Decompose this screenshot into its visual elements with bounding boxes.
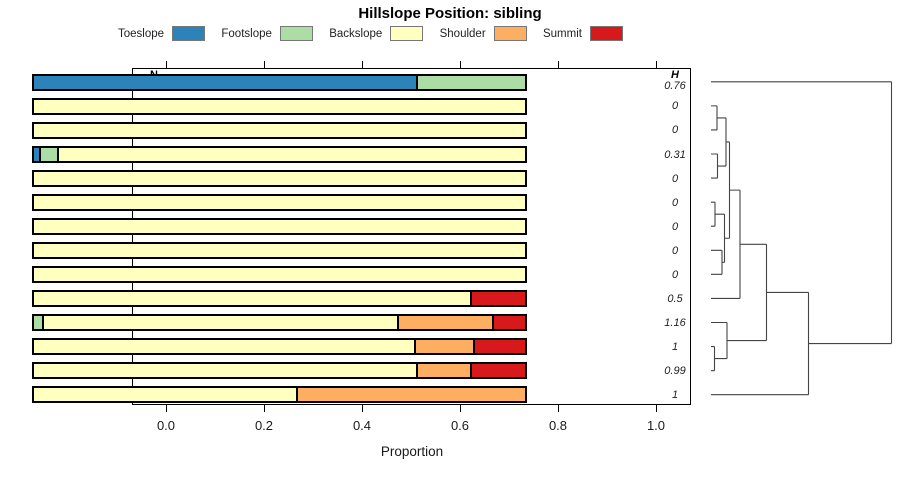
x-tick-label: 0.2	[254, 418, 274, 433]
x-tick-top	[460, 61, 461, 68]
legend-item: Toeslope	[118, 26, 206, 41]
x-tick-label: 0.4	[352, 418, 372, 433]
bar-segment-backslope	[34, 388, 296, 402]
bar-row	[32, 145, 527, 163]
bar-segment-backslope	[57, 147, 525, 161]
bar-segment-backslope	[34, 268, 525, 282]
bar-segment-shoulder	[295, 388, 525, 402]
bar-segment-backslope	[34, 364, 416, 378]
bar-row	[32, 314, 527, 332]
legend-label: Footslope	[221, 27, 272, 40]
h-value: 1.16	[664, 317, 686, 329]
x-tick-top	[362, 61, 363, 68]
x-tick-label: 0.8	[548, 418, 568, 433]
bar-segment-summit	[470, 292, 525, 306]
legend-label: Shoulder	[439, 27, 486, 40]
h-value: 0	[671, 220, 679, 233]
bar-segment-shoulder	[397, 316, 493, 330]
bar-segment-footslope	[34, 316, 43, 330]
h-value: 0	[671, 100, 679, 113]
bar-segment-footslope	[415, 75, 525, 89]
h-column-header: H	[671, 69, 679, 81]
bar-row	[32, 73, 527, 91]
h-value: 0.5	[667, 292, 683, 305]
x-axis-title: Proportion	[380, 444, 444, 459]
bar-row	[32, 97, 527, 115]
bar-row	[32, 217, 527, 235]
bar-segment-backslope	[34, 99, 525, 113]
x-tick-bottom	[264, 405, 265, 412]
x-tick-top	[656, 61, 657, 68]
x-tick-label: 0.6	[450, 418, 470, 433]
bar-row	[32, 386, 527, 404]
bar-row	[32, 290, 527, 308]
h-value: 0	[671, 244, 679, 257]
h-value: 0.99	[664, 365, 686, 378]
legend-swatch	[279, 26, 313, 41]
x-tick-bottom	[656, 405, 657, 412]
figure-title: Hillslope Position: sibling	[358, 5, 542, 22]
legend-item: Summit	[543, 26, 623, 41]
bar-segment-backslope	[34, 292, 471, 306]
dendrogram-lines	[711, 81, 893, 396]
bar-row	[32, 241, 527, 259]
legend-label: Backslope	[329, 27, 383, 40]
bar-segment-backslope	[42, 316, 398, 330]
legend-item: Footslope	[221, 26, 313, 41]
bar-segment-backslope	[34, 340, 414, 354]
bar-row	[32, 362, 527, 380]
bar-segment-backslope	[34, 195, 525, 209]
legend-swatch	[493, 26, 527, 41]
h-value: 0	[671, 172, 679, 185]
plot-box	[132, 68, 691, 405]
bar-segment-toeslope	[34, 75, 416, 89]
x-tick-top	[264, 61, 265, 68]
bar-row	[32, 193, 527, 211]
legend: Toeslope Footslope Backslope Shoulder Summit	[118, 26, 623, 41]
bar-segment-backslope	[34, 219, 525, 233]
legend-swatch	[172, 26, 206, 41]
h-value: 0	[671, 268, 679, 281]
legend-label: Summit	[542, 27, 582, 40]
h-value: 1	[671, 341, 679, 354]
legend-swatch	[390, 26, 424, 41]
bar-segment-summit	[470, 364, 525, 378]
h-value: 0.31	[664, 148, 686, 161]
h-value: 0.76	[664, 80, 686, 92]
h-value: 0	[671, 196, 679, 209]
bar-row	[32, 266, 527, 284]
bar-row	[32, 338, 527, 356]
legend-label: Toeslope	[118, 27, 165, 40]
bar-segment-summit	[472, 340, 525, 354]
x-tick-top	[166, 61, 167, 68]
bar-segment-backslope	[34, 243, 525, 257]
bar-segment-summit	[492, 316, 525, 330]
x-tick-bottom	[362, 405, 363, 412]
h-value: 0	[671, 124, 679, 137]
x-tick-bottom	[558, 405, 559, 412]
h-value: 1	[671, 389, 679, 402]
bar-segment-toeslope	[34, 147, 39, 161]
x-tick-label: 0.0	[156, 418, 176, 433]
legend-swatch	[589, 26, 623, 41]
x-tick-bottom	[166, 405, 167, 412]
bar-row	[32, 169, 527, 187]
bar-segment-shoulder	[415, 364, 471, 378]
bar-segment-shoulder	[413, 340, 473, 354]
legend-item: Backslope	[329, 26, 424, 41]
bar-row	[32, 121, 527, 139]
dendrogram	[711, 81, 893, 396]
x-tick-bottom	[460, 405, 461, 412]
bar-segment-footslope	[38, 147, 58, 161]
bar-segment-backslope	[34, 171, 525, 185]
x-tick-top	[558, 61, 559, 68]
bar-segment-backslope	[34, 123, 525, 137]
legend-item: Shoulder	[440, 26, 527, 41]
x-tick-label: 1.0	[646, 418, 666, 433]
